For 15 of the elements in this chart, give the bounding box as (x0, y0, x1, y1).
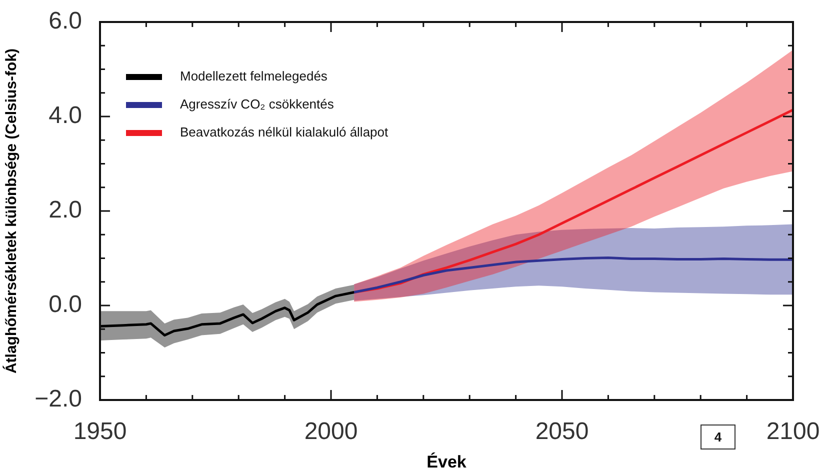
y-tick-label: 4.0 (48, 102, 82, 130)
x-tick-label: 2100 (766, 418, 820, 446)
x-axis-title: Évek (426, 451, 467, 472)
x-tick-label: 2000 (304, 418, 358, 446)
y-tick-label: 0.0 (48, 291, 82, 318)
y-axis-title: Átlaghőmérsékletek különbsége (Celsius-fok) (2, 48, 20, 374)
text: 4 (714, 430, 722, 445)
legend-label: Beavatkozás nélkül kialakuló állapot (180, 124, 389, 140)
y-tick-label: 2.0 (48, 196, 82, 224)
y-tick-label: 6.0 (48, 8, 82, 35)
y-tick-label: −2.0 (34, 386, 82, 413)
legend-label: Agresszív CO₂ csökkentés (180, 96, 334, 112)
x-tick-label: 2050 (535, 418, 589, 446)
legend-label: Modellezett felmelegedés (180, 68, 328, 84)
x-tick-label: 1950 (73, 418, 127, 446)
